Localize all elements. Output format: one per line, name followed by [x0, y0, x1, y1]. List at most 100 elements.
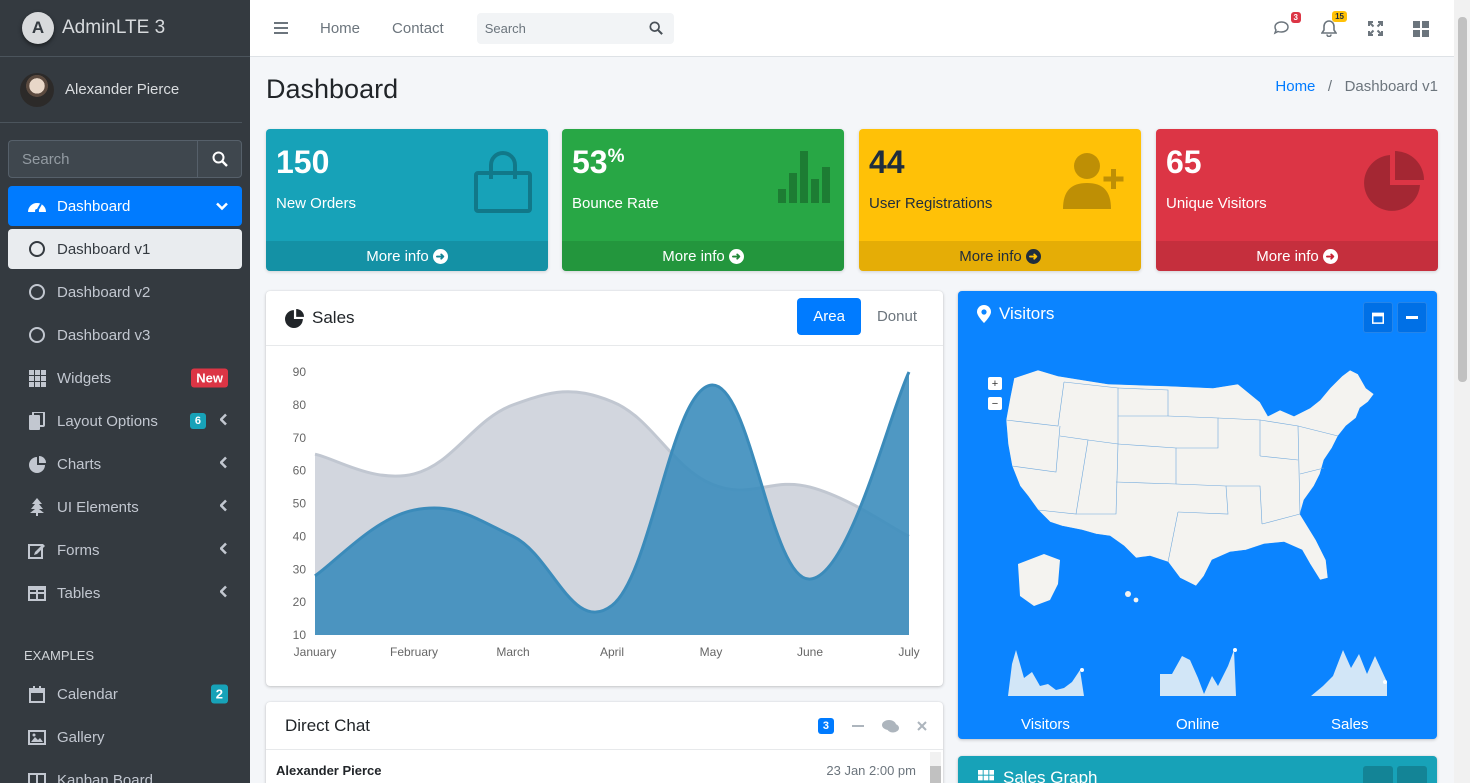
sidebar-item-kanban[interactable]: Kanban Board	[8, 760, 242, 783]
y-tick-label: 20	[293, 595, 307, 609]
zoom-out-button[interactable]: −	[988, 397, 1002, 410]
nav-link-contact[interactable]: Contact	[392, 19, 444, 37]
navbar-search-input[interactable]	[476, 20, 637, 36]
message-count-badge: 3	[817, 718, 834, 734]
sidebar-search	[8, 140, 242, 178]
sidebar-item-label: Widgets	[57, 369, 112, 387]
notifications-dropdown[interactable]: 15	[1318, 11, 1347, 37]
box-footer-link[interactable]: More info ➜	[562, 241, 844, 271]
small-box-orders: 150 New Orders More info ➜	[266, 129, 548, 271]
sidebar-item-ui-elements[interactable]: UI Elements	[8, 487, 242, 527]
sparkline-sales	[1311, 650, 1387, 696]
chevron-down-icon	[216, 199, 228, 214]
box-footer-link[interactable]: More info ➜	[859, 241, 1141, 271]
user-name[interactable]: Alexander Pierce	[65, 81, 180, 98]
sidebar-item-charts[interactable]: Charts	[8, 444, 242, 484]
sidebar-item-tables[interactable]: Tables	[8, 573, 242, 613]
chevron-left-icon	[219, 456, 228, 472]
x-tick-label: March	[496, 645, 529, 659]
y-tick-label: 30	[293, 562, 307, 576]
daterange-button[interactable]	[1363, 302, 1393, 333]
card-header: Direct Chat 3	[266, 702, 943, 750]
fullscreen-button[interactable]	[1364, 21, 1386, 36]
minus-icon	[1406, 315, 1418, 319]
sidebar-item-label: Calendar	[57, 685, 118, 703]
sidebar-item-dashboard-v3[interactable]: Dashboard v3	[8, 315, 242, 355]
card-tools	[1363, 302, 1427, 333]
sidebar-item-forms[interactable]: Forms	[8, 530, 242, 570]
collapse-button[interactable]	[1363, 766, 1393, 783]
x-tick-label: April	[600, 645, 624, 659]
sidebar-nav-examples: Calendar 2 Gallery Kanban Board	[8, 674, 242, 783]
sidebar-nav: Dashboard Dashboard v1 Dashboard v2 Dash…	[8, 186, 242, 616]
box-value: 53%	[572, 144, 625, 180]
y-tick-label: 60	[293, 464, 307, 478]
menu-toggle-icon[interactable]	[274, 22, 288, 34]
avatar	[20, 72, 54, 107]
page-scrollbar[interactable]	[1454, 0, 1470, 783]
minus-icon[interactable]	[852, 724, 864, 728]
arrow-circle-right-icon: ➜	[1322, 248, 1338, 264]
sidebar-item-label: Gallery	[57, 728, 105, 746]
expand-arrows-icon	[1367, 21, 1383, 36]
sales-card: Sales Area Donut 10 20 30 40 50 60 70 80 90 Janua…	[266, 291, 943, 686]
notifications-badge: 15	[1332, 11, 1347, 22]
sparkline-label-sales: Sales	[1331, 716, 1369, 733]
user-panel[interactable]: Alexander Pierce	[0, 57, 242, 123]
chat-message-meta: Alexander Pierce 23 Jan 2:00 pm	[276, 763, 916, 778]
box-footer-link[interactable]: More info ➜	[1156, 241, 1438, 271]
collapse-button[interactable]	[1397, 302, 1427, 333]
direct-chat-card: Direct Chat 3	[266, 702, 943, 783]
scrollbar-thumb[interactable]	[1458, 17, 1467, 382]
breadcrumb-home[interactable]: Home	[1275, 78, 1316, 95]
sidebar-item-layout-options[interactable]: Layout Options 6	[8, 401, 242, 441]
messages-dropdown[interactable]: 3	[1272, 11, 1301, 37]
brand-link[interactable]: A AdminLTE 3	[0, 0, 250, 57]
columns-icon	[26, 772, 48, 783]
y-tick-label: 50	[293, 497, 307, 511]
y-tick-label: 70	[293, 431, 307, 445]
card-header: Sales Area Donut	[266, 291, 943, 346]
series-line-0	[314, 390, 910, 538]
nav-link-home[interactable]: Home	[320, 19, 361, 37]
pie-chart-icon	[285, 308, 304, 328]
chevron-left-icon	[219, 499, 228, 515]
sidebar-item-widgets[interactable]: Widgets New	[8, 358, 242, 398]
y-tick-label: 90	[293, 365, 307, 379]
card-title: Sales Graph	[1003, 768, 1098, 783]
series-area-1	[315, 372, 909, 635]
sidebar-item-label: Kanban Board	[57, 771, 153, 783]
arrow-circle-right-icon: ➜	[1025, 248, 1041, 264]
edit-icon	[26, 542, 48, 559]
sidebar-item-dashboard-v2[interactable]: Dashboard v2	[8, 272, 242, 312]
sidebar-item-dashboard-v1[interactable]: Dashboard v1	[8, 229, 242, 269]
tab-donut[interactable]: Donut	[876, 308, 917, 325]
count-badge: 6	[189, 413, 206, 429]
sidebar-search-button[interactable]	[197, 140, 242, 178]
sidebar-item-label: Dashboard v2	[57, 283, 151, 301]
breadcrumb-current: Dashboard v1	[1344, 78, 1438, 95]
sidebar-item-gallery[interactable]: Gallery	[8, 717, 242, 757]
sidebar-search-input[interactable]	[8, 140, 197, 178]
search-icon[interactable]	[649, 21, 663, 35]
th-large-icon	[1413, 20, 1429, 37]
control-sidebar-button[interactable]	[1410, 20, 1432, 37]
usa-map[interactable]	[998, 364, 1398, 614]
x-tick-label: June	[797, 645, 823, 659]
sidebar-item-label: Layout Options	[57, 412, 158, 430]
chat-scrollbar[interactable]	[930, 752, 941, 783]
calendar-icon	[1372, 312, 1384, 324]
new-badge: New	[191, 368, 228, 388]
sidebar-item-dashboard[interactable]: Dashboard	[8, 186, 242, 226]
card-header: Visitors	[977, 304, 1054, 324]
visitors-card: Visitors + −	[958, 291, 1437, 739]
tab-area[interactable]: Area	[797, 298, 861, 335]
comments-icon[interactable]	[882, 719, 899, 733]
zoom-in-button[interactable]: +	[988, 377, 1002, 390]
card-tools: 3	[817, 718, 927, 734]
sidebar-item-calendar[interactable]: Calendar 2	[8, 674, 242, 714]
remove-button[interactable]	[1397, 766, 1427, 783]
close-icon[interactable]	[917, 721, 927, 731]
shopping-bag-icon	[472, 151, 534, 218]
box-footer-link[interactable]: More info ➜	[266, 241, 548, 271]
